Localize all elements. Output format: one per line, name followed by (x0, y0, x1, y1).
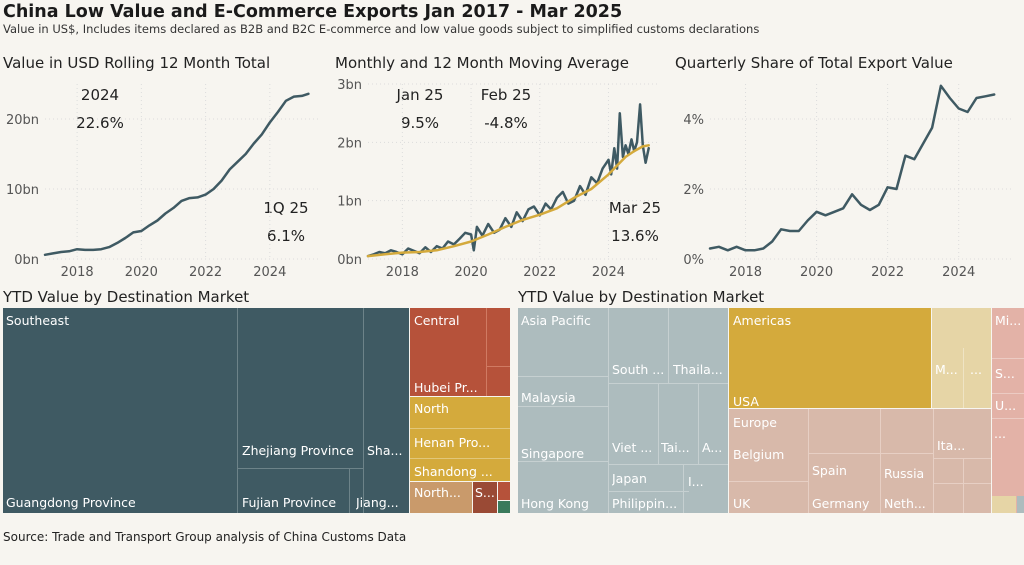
x-tick-label: 2022 (871, 265, 904, 280)
moving-average-line (366, 144, 650, 258)
rolling-stat-1q25-value: 6.1% (266, 227, 306, 245)
treemap-cell-divider (668, 308, 669, 383)
series-line (708, 84, 996, 252)
monthly-stat-feb25-label: Feb 25 (480, 86, 532, 104)
page-title: China Low Value and E-Commerce Exports J… (3, 2, 623, 22)
treemap-cell-divider (518, 461, 608, 462)
treemap-cell-divider (237, 308, 238, 513)
monthly-moving-average-chart: 0bn 1bn 2bn 3bn 2018 2020 2022 2024 (337, 78, 660, 280)
share-panel-title: Quarterly Share of Total Export Value (675, 54, 953, 72)
x-tick-label: 2024 (592, 265, 625, 280)
treemap-cell-small (498, 482, 510, 500)
treemap-cell-divider (809, 453, 933, 454)
treemap-cell-divider (486, 308, 487, 396)
treemap-cell-southwest (473, 482, 497, 513)
x-tick-label: 2022 (523, 265, 556, 280)
x-tick-label: 2018 (386, 265, 419, 280)
treemap-cell-americas (729, 308, 931, 408)
treemap-cell-divider (486, 366, 510, 367)
monthly-stat-feb25-value: -4.8% (484, 114, 528, 132)
treemap-cell-divider (992, 393, 1024, 394)
treemap-cell-divider (880, 409, 881, 513)
y-tick-label: 3bn (337, 78, 362, 93)
treemap-cell-small (992, 496, 1016, 513)
treemap-cell-divider (237, 468, 363, 469)
x-tick-label: 2018 (61, 265, 94, 280)
treemap-cell-divider (808, 409, 809, 513)
treemap-cell-divider (410, 428, 510, 429)
x-tick-label: 2020 (455, 265, 488, 280)
y-tick-label: 0bn (337, 253, 362, 268)
source-note: Source: Trade and Transport Group analys… (3, 530, 407, 544)
treemap-cell-divider (963, 458, 964, 513)
treemap-cell-central (410, 308, 510, 396)
monthly-stat-jan25-value: 9.5% (400, 114, 440, 132)
x-tick-label: 2018 (729, 265, 762, 280)
rolling-stat-2024-label: 2024 (80, 86, 120, 104)
rolling-stat-2024-value: 22.6% (76, 114, 124, 132)
quarterly-share-chart: 0% 2% 4% 2018 2020 2022 2024 (683, 84, 1012, 280)
treemap-cell-divider (609, 491, 689, 492)
treemap-cell-north (410, 397, 510, 481)
monthly-panel-title: Monthly and 12 Month Moving Average (335, 54, 630, 72)
treemap-cell-divider (363, 308, 364, 513)
treemap-cell-divider (518, 406, 608, 407)
treemap-cell-small (1017, 496, 1024, 513)
x-tick-label: 2020 (800, 265, 833, 280)
treemap-cell-divider (609, 464, 728, 465)
treemap-cell-divider (992, 418, 1024, 419)
treemap-cell-northeast (410, 482, 472, 513)
treemap-cell-divider (518, 376, 608, 377)
x-tick-label: 2022 (189, 265, 222, 280)
treemap-china-title: YTD Value by Destination Market (3, 288, 250, 306)
treemap-world: Asia Pacific South ... Thaila... Malaysi… (518, 308, 1024, 513)
series-line (43, 92, 310, 257)
treemap-cell-divider (658, 384, 659, 464)
rolling-total-chart: 0bn 10bn 20bn 2018 2020 2022 2024 (6, 84, 318, 280)
monthly-stat-mar25-label: Mar 25 (608, 199, 662, 217)
treemap-cell-divider (933, 483, 991, 484)
page-subtitle: Value in US$, Includes items declared as… (3, 22, 760, 36)
x-tick-label: 2024 (253, 265, 286, 280)
treemap-cell-divider (683, 464, 684, 513)
rolling-panel-title: Value in USD Rolling 12 Month Total (3, 54, 271, 72)
y-tick-label: 4% (683, 113, 704, 128)
treemap-cell-small (498, 501, 510, 513)
y-tick-label: 20bn (6, 113, 39, 128)
y-tick-label: 10bn (6, 183, 39, 198)
monthly-stat-jan25-label: Jan 25 (396, 86, 444, 104)
treemap-cell-divider (933, 409, 934, 513)
treemap-cell-divider (992, 358, 1024, 359)
treemap-cell-divider (349, 468, 350, 513)
treemap-cell-divider (410, 458, 510, 459)
treemap-cell-americas-minor (932, 308, 991, 408)
treemap-cell-divider (608, 308, 609, 513)
series-line (366, 103, 650, 258)
treemap-cell-middle-east (992, 308, 1024, 513)
treemap-cell-divider (698, 384, 699, 464)
y-tick-label: 1bn (337, 195, 362, 210)
y-tick-label: 2% (683, 183, 704, 198)
monthly-stat-mar25-value: 13.6% (611, 227, 659, 245)
treemap-cell-divider (933, 458, 991, 459)
treemap-cell-divider (609, 383, 728, 384)
x-tick-label: 2020 (125, 265, 158, 280)
treemap-cell-southeast (3, 308, 409, 513)
y-tick-label: 2bn (337, 136, 362, 151)
y-tick-label: 0bn (14, 253, 39, 268)
treemap-cell-asia-pacific (518, 308, 728, 513)
treemap-cell-divider (729, 481, 809, 482)
rolling-stat-1q25-label: 1Q 25 (263, 199, 309, 217)
treemap-china: Southeast Guangdong Province Zhejiang Pr… (3, 308, 510, 513)
treemap-cell-europe (729, 409, 991, 513)
x-tick-label: 2024 (942, 265, 975, 280)
treemap-world-title: YTD Value by Destination Market (518, 288, 765, 306)
treemap-cell-divider (963, 348, 964, 408)
y-tick-label: 0% (683, 253, 704, 268)
